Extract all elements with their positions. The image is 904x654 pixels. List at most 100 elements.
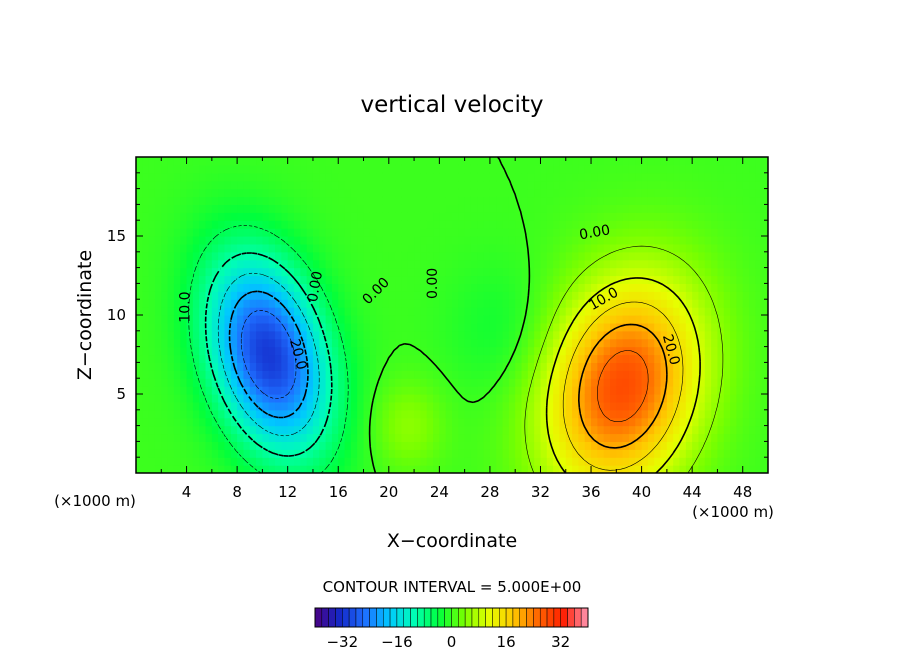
- heatmap-cell: [287, 236, 295, 245]
- heatmap-cell: [698, 370, 706, 379]
- heatmap-cell: [515, 315, 523, 324]
- heatmap-cell: [433, 401, 440, 411]
- heatmap-cell: [502, 196, 510, 205]
- heatmap-cell: [464, 212, 472, 221]
- heatmap-cell: [553, 330, 561, 340]
- heatmap-cell: [249, 417, 257, 427]
- heatmap-cell: [268, 259, 276, 269]
- heatmap-cell: [483, 362, 491, 371]
- heatmap-cell: [616, 299, 624, 308]
- heatmap-cell: [685, 322, 693, 332]
- heatmap-cell: [527, 315, 535, 324]
- heatmap-cell: [268, 188, 276, 198]
- heatmap-cell: [262, 425, 270, 435]
- heatmap-cell: [521, 322, 529, 332]
- heatmap-cell: [603, 315, 611, 324]
- heatmap-cell: [673, 275, 681, 284]
- heatmap-cell: [578, 465, 586, 473]
- heatmap-cell: [458, 362, 466, 371]
- heatmap-cell: [591, 338, 598, 348]
- heatmap-cell: [275, 465, 282, 473]
- heatmap-cell: [578, 322, 586, 332]
- heatmap-cell: [603, 386, 611, 395]
- heatmap-cell: [546, 299, 554, 308]
- heatmap-cell: [294, 465, 301, 473]
- heatmap-cell: [584, 394, 592, 403]
- heatmap-cell: [154, 465, 162, 473]
- heatmap-cell: [414, 378, 421, 387]
- heatmap-cell: [502, 204, 510, 213]
- heatmap-cell: [439, 322, 447, 332]
- heatmap-cell: [572, 164, 579, 174]
- heatmap-cell: [287, 204, 295, 213]
- heatmap-cell: [559, 251, 567, 261]
- heatmap-cell: [704, 330, 712, 340]
- heatmap-cell: [224, 330, 232, 340]
- heatmap-cell: [723, 212, 731, 221]
- heatmap-cell: [300, 370, 308, 379]
- heatmap-cell: [616, 457, 624, 466]
- heatmap-cell: [249, 433, 257, 442]
- heatmap-cell: [540, 275, 548, 284]
- heatmap-cell: [660, 425, 668, 435]
- heatmap-cell: [142, 259, 150, 269]
- heatmap-cell: [597, 322, 605, 332]
- heatmap-cell: [414, 251, 421, 261]
- heatmap-cell: [692, 299, 700, 308]
- heatmap-cell: [730, 338, 737, 348]
- heatmap-cell: [742, 417, 750, 427]
- heatmap-cell: [218, 401, 226, 411]
- heatmap-cell: [357, 204, 365, 213]
- heatmap-cell: [256, 315, 263, 324]
- heatmap-cell: [761, 188, 768, 198]
- heatmap-cell: [464, 259, 472, 269]
- heatmap-cell: [243, 394, 251, 403]
- heatmap-cell: [319, 307, 327, 316]
- heatmap-cell: [262, 338, 270, 348]
- heatmap-cell: [692, 204, 700, 213]
- heatmap-cell: [243, 433, 251, 442]
- heatmap-cell: [357, 338, 365, 348]
- heatmap-cell: [331, 346, 339, 356]
- heatmap-cell: [584, 228, 592, 237]
- x-tick-label: 16: [329, 483, 348, 501]
- heatmap-cell: [603, 204, 611, 213]
- heatmap-cell: [376, 220, 384, 229]
- heatmap-cell: [142, 386, 150, 395]
- heatmap-cell: [470, 236, 478, 245]
- heatmap-cell: [578, 386, 586, 395]
- heatmap-cell: [237, 283, 245, 292]
- heatmap-cell: [477, 204, 485, 213]
- heatmap-cell: [717, 220, 725, 229]
- heatmap-cell: [414, 291, 421, 300]
- heatmap-cell: [742, 291, 750, 300]
- heatmap-cell: [426, 283, 434, 292]
- heatmap-cell: [281, 425, 289, 435]
- heatmap-cell: [218, 378, 226, 387]
- heatmap-cell: [616, 164, 624, 174]
- heatmap-cell: [483, 212, 491, 221]
- heatmap-cell: [414, 417, 421, 427]
- heatmap-cell: [224, 180, 232, 190]
- heatmap-cell: [489, 417, 497, 427]
- contour-line: [562, 301, 684, 471]
- heatmap-cell: [230, 409, 238, 419]
- heatmap-cell: [749, 417, 756, 427]
- heatmap-cell: [395, 228, 403, 237]
- heatmap-cell: [730, 188, 737, 198]
- heatmap-cell: [344, 307, 352, 316]
- heatmap-cell: [717, 196, 725, 205]
- heatmap-cell: [477, 267, 485, 277]
- heatmap-cell: [711, 370, 719, 379]
- heatmap-cell: [572, 259, 579, 269]
- heatmap-cell: [546, 370, 554, 379]
- heatmap-cell: [344, 362, 352, 371]
- heatmap-cell: [730, 401, 737, 411]
- heatmap-cell: [496, 378, 504, 387]
- heatmap-cell: [578, 291, 586, 300]
- heatmap-cell: [698, 433, 706, 442]
- heatmap-cell: [635, 212, 643, 221]
- heatmap-cell: [711, 338, 719, 348]
- heatmap-cell: [673, 180, 681, 190]
- heatmap-cell: [211, 346, 219, 356]
